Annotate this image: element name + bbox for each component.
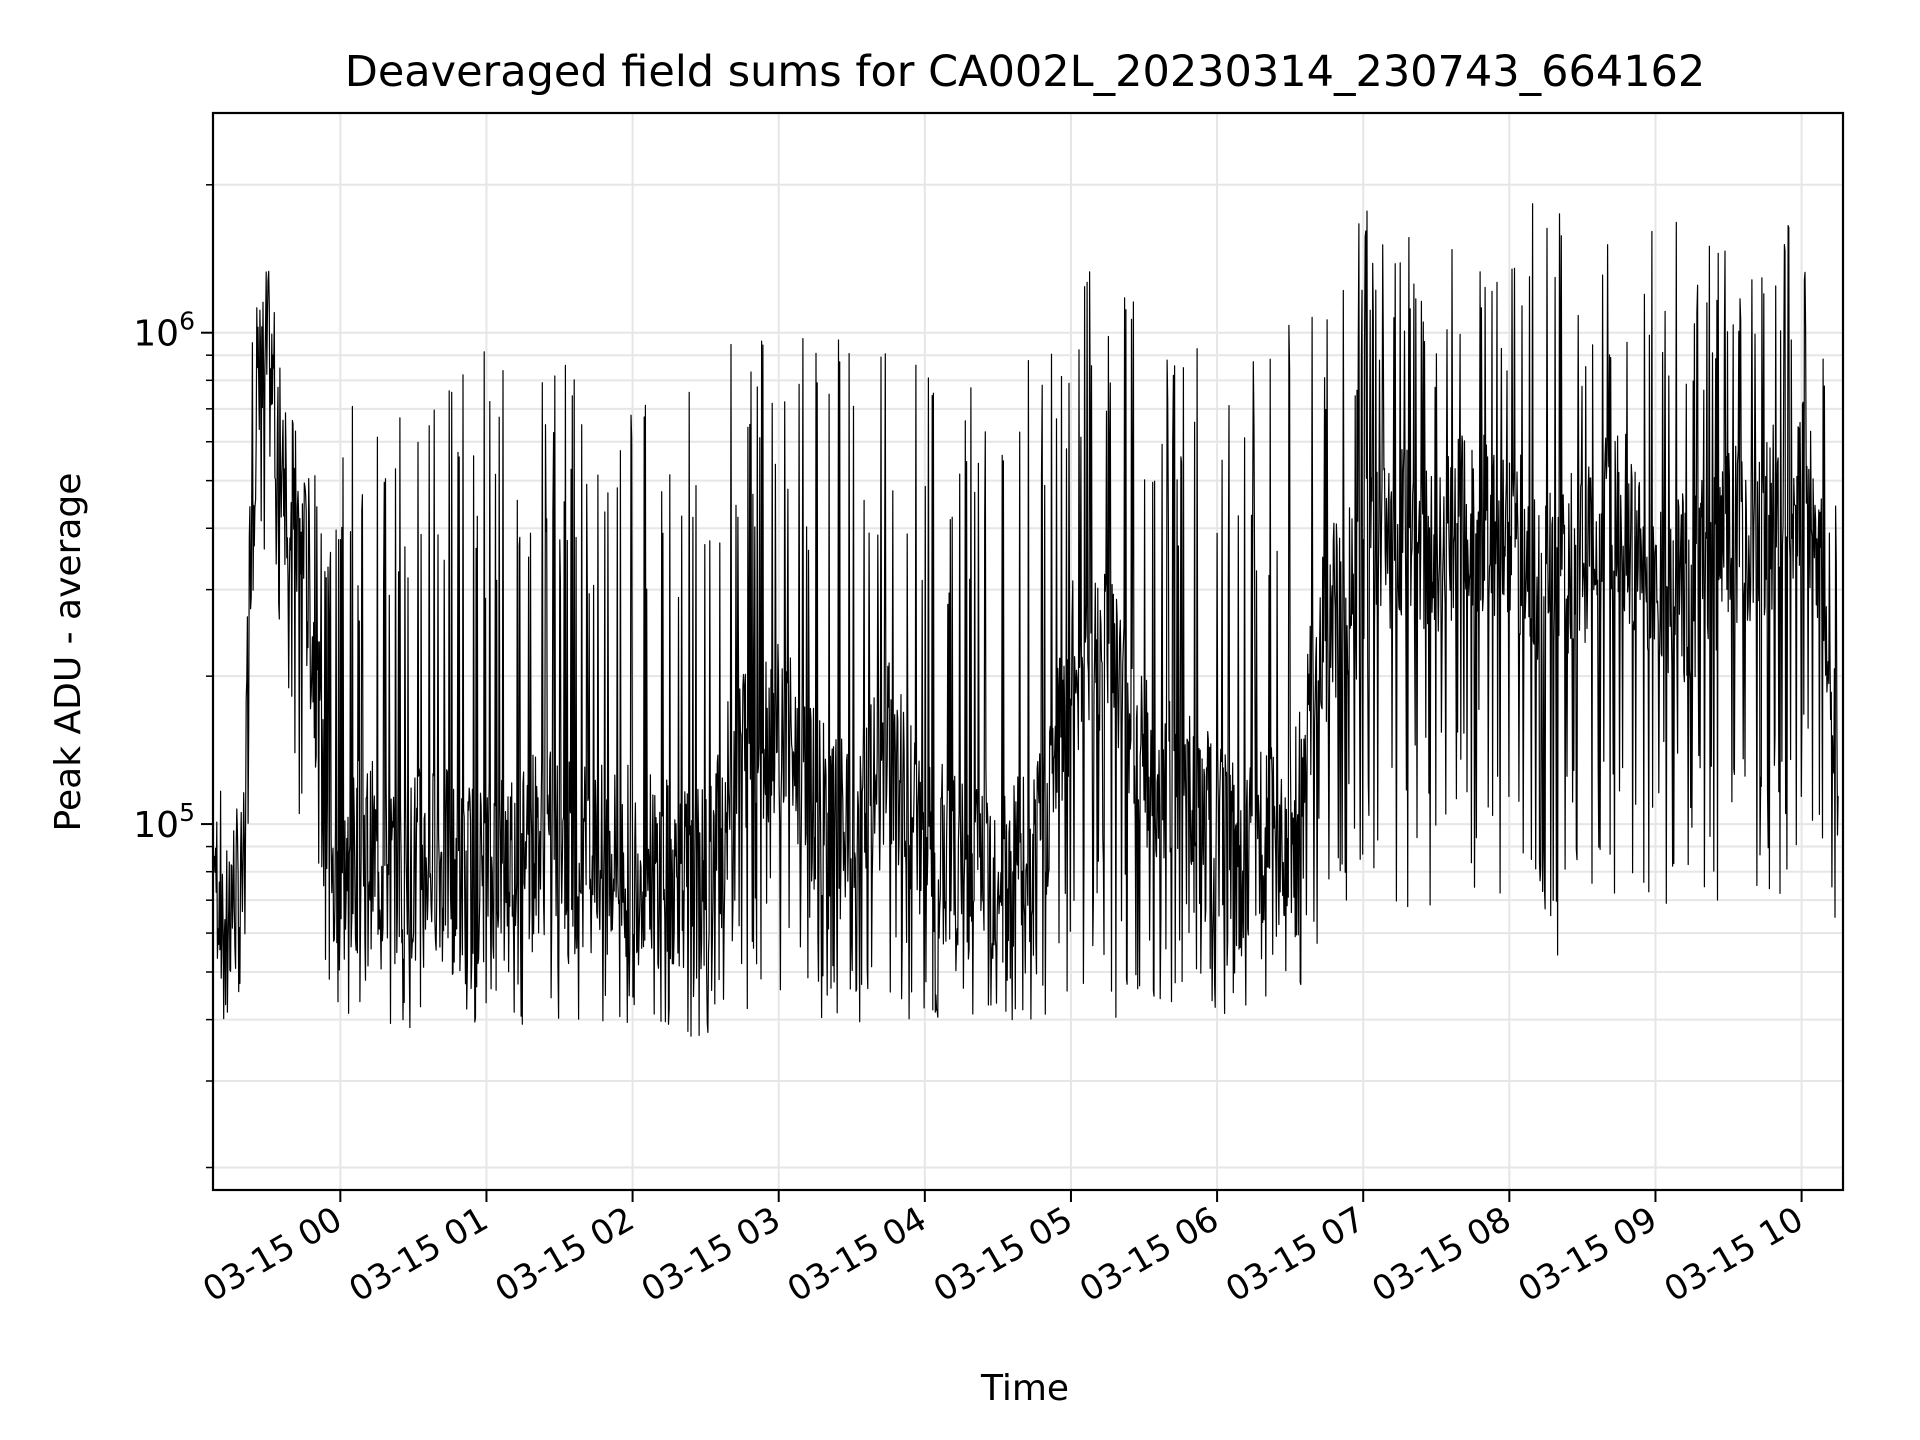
y-axis-label: Peak ADU - average — [48, 473, 89, 832]
series-line — [213, 203, 1839, 1037]
x-axis-label: Time — [980, 1368, 1069, 1409]
chart-title: Deaveraged field sums for CA002L_2023031… — [345, 47, 1706, 97]
series-path — [213, 203, 1839, 1037]
y-tick-label: 106 — [133, 307, 195, 355]
plot-frame — [211, 111, 1845, 1192]
y-tick-label: 105 — [133, 798, 195, 846]
y-axis-ticks: 105 106 — [133, 184, 213, 1169]
